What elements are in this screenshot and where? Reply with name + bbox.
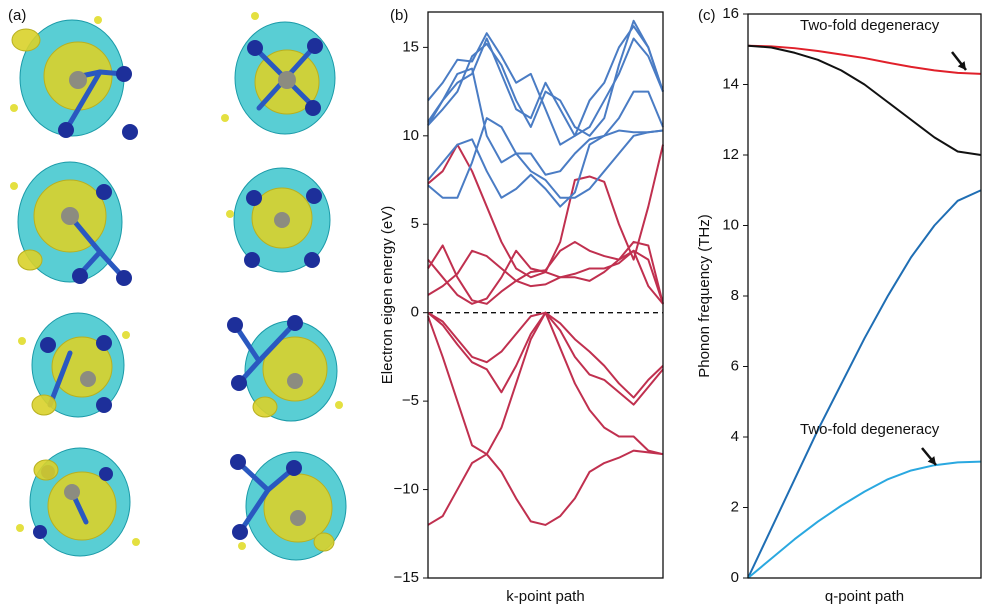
series-line xyxy=(428,118,663,198)
series-line xyxy=(748,462,981,578)
series-line xyxy=(428,251,663,304)
isosurface xyxy=(226,168,330,272)
series-line xyxy=(428,451,663,525)
panel-label: (c) xyxy=(698,7,716,24)
series-line xyxy=(428,26,663,145)
y-tick-label: 0 xyxy=(731,569,739,586)
y-tick-label: 12 xyxy=(722,146,739,163)
isosurface-images xyxy=(10,12,346,560)
isosurface xyxy=(221,12,335,134)
isosurface xyxy=(18,313,130,417)
isosurface xyxy=(10,162,132,286)
x-axis-label: q-point path xyxy=(825,588,904,605)
y-tick-label: 4 xyxy=(731,428,739,445)
isosurface xyxy=(230,452,346,560)
y-tick-label: 2 xyxy=(731,498,739,515)
isosurface xyxy=(227,315,343,421)
y-tick-label: 8 xyxy=(731,287,739,304)
x-axis-label: k-point path xyxy=(506,588,584,605)
series-line xyxy=(428,145,663,278)
series-line xyxy=(428,39,663,136)
annotation: Two-fold degeneracy xyxy=(800,17,940,34)
y-tick-label: 10 xyxy=(402,127,419,144)
panel-label: (a) xyxy=(8,7,26,24)
isosurface xyxy=(16,448,140,556)
y-axis-label: Phonon frequency (THz) xyxy=(696,214,713,377)
isosurface xyxy=(10,16,138,140)
y-tick-label: 5 xyxy=(411,215,419,232)
y-tick-label: 16 xyxy=(722,5,739,22)
series-line xyxy=(428,313,663,455)
y-tick-label: 10 xyxy=(722,216,739,233)
y-tick-label: 14 xyxy=(722,75,739,92)
annotation: Two-fold degeneracy xyxy=(800,421,940,438)
series-line xyxy=(748,190,981,578)
y-tick-label: 15 xyxy=(402,38,419,55)
plot-frame xyxy=(748,14,981,578)
y-tick-label: −10 xyxy=(394,481,419,498)
figure: (a) xyxy=(0,0,982,610)
series-line xyxy=(428,313,663,398)
y-tick-label: 6 xyxy=(731,357,739,374)
y-axis-label: Electron eigen energy (eV) xyxy=(379,206,396,384)
plot-frame xyxy=(428,12,663,578)
series-line xyxy=(748,46,981,155)
y-tick-label: −5 xyxy=(402,392,419,409)
panel-label: (b) xyxy=(390,7,408,24)
y-tick-label: −15 xyxy=(394,569,419,586)
y-tick-label: 0 xyxy=(411,304,419,321)
